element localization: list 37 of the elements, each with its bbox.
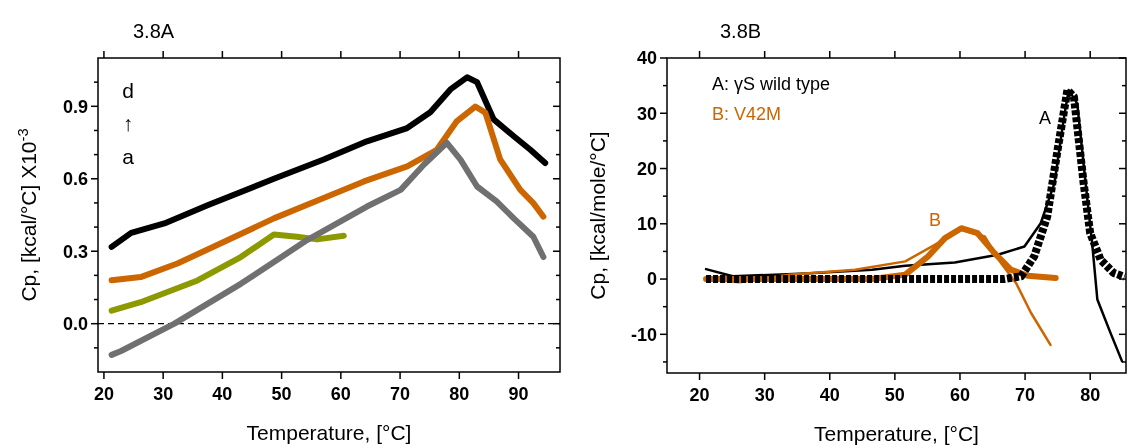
- x-axis-title: Temperature, [°C]: [814, 422, 979, 445]
- x-tick-label: 20: [93, 384, 114, 404]
- x-tick-label: 60: [330, 384, 351, 404]
- annotation: A: [1038, 108, 1052, 128]
- x-tick-label: 50: [884, 385, 905, 405]
- x-tick-label: 20: [689, 385, 710, 405]
- y-tick-label: 30: [636, 103, 657, 124]
- x-tick-label: 40: [212, 384, 233, 404]
- x-tick-label: 90: [508, 384, 529, 404]
- x-tick-label: 80: [1080, 385, 1101, 405]
- x-tick-label: 30: [153, 384, 174, 404]
- y-axis-title: Cp, [kcal/mole/°C]: [586, 131, 609, 300]
- chart-title: 3.8A: [133, 20, 175, 42]
- text: B: V42M: [712, 104, 782, 124]
- y-tick-label: 0.6: [62, 169, 88, 190]
- annotation: ↑: [122, 112, 134, 135]
- x-tick-label: 30: [754, 385, 775, 405]
- y-tick-label: 0.3: [62, 241, 88, 262]
- x-tick-label: 40: [819, 385, 840, 405]
- x-tick-label: 70: [1015, 385, 1036, 405]
- x-axis-title: Temperature, [°C]: [246, 421, 412, 444]
- legend-label: A: γS wild type: [712, 74, 831, 94]
- x-tick-label: 50: [271, 384, 292, 404]
- y-tick-label: 20: [636, 158, 657, 179]
- x-tick-label: 60: [949, 385, 970, 405]
- y-tick-label: 0: [646, 269, 657, 290]
- y-tick-label: 10: [636, 214, 657, 235]
- y-tick-label: 0.9: [62, 96, 88, 117]
- chart-title: 3.8B: [720, 20, 762, 42]
- annotation: d: [122, 79, 134, 102]
- annotation: a: [122, 145, 135, 168]
- annotation: B: [928, 210, 942, 230]
- y-tick-label: 40: [636, 48, 657, 69]
- y-tick-label: 0.0: [62, 313, 88, 334]
- x-tick-label: 70: [390, 384, 411, 404]
- y-tick-label: -10: [630, 324, 657, 345]
- x-tick-label: 80: [449, 384, 470, 404]
